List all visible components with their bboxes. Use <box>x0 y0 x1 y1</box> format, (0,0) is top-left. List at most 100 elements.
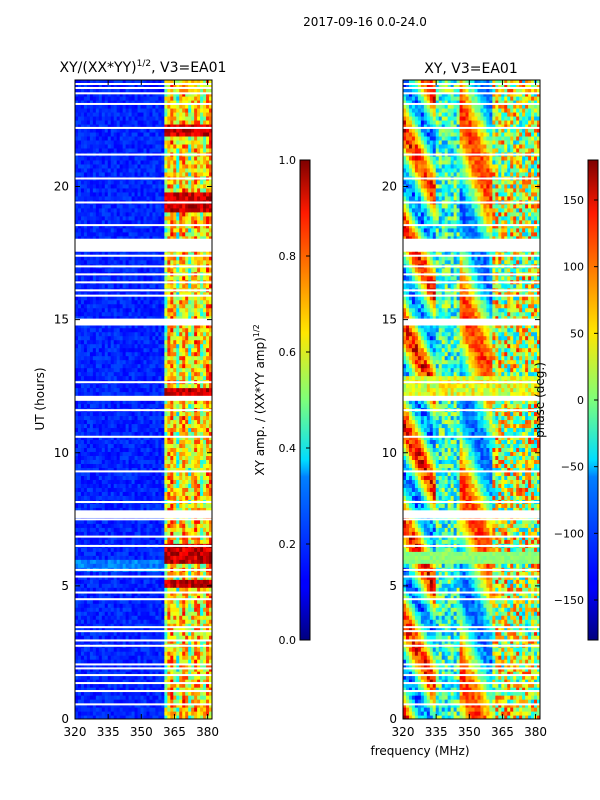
amp-cell <box>179 495 183 500</box>
amp-cell <box>203 631 207 636</box>
amp-cell <box>194 323 198 329</box>
amp-cell <box>200 303 204 309</box>
amp-cell <box>194 343 198 349</box>
amp-cell <box>113 627 118 632</box>
amp-cell <box>209 671 212 676</box>
amp-cell <box>134 327 139 333</box>
amp-cell <box>164 387 168 393</box>
amp-cell <box>146 343 151 349</box>
amp-cell <box>146 387 151 393</box>
amp-cell <box>143 339 148 345</box>
amp-cell <box>185 427 189 433</box>
amp-cell <box>185 327 189 333</box>
amp-cell <box>170 487 174 492</box>
amp-cell <box>146 651 151 656</box>
amp-cell <box>188 691 192 696</box>
amp-cell <box>173 339 177 345</box>
amp-cell <box>185 627 189 632</box>
amp-cell <box>140 503 145 508</box>
amp-cell <box>182 367 186 373</box>
amp-cell <box>152 391 157 397</box>
amp-cell <box>152 583 157 588</box>
amp-cell <box>83 647 88 652</box>
amp-cell <box>110 415 115 421</box>
amp-cell <box>104 599 109 604</box>
amp-cell <box>176 427 180 433</box>
amp-cell <box>122 363 127 369</box>
amp-cell <box>185 611 189 616</box>
amp-cell <box>206 627 210 632</box>
amp-cell <box>173 439 177 445</box>
amp-cell <box>173 691 177 696</box>
amp-cell <box>170 695 174 700</box>
amp-cell <box>101 291 106 297</box>
amp-cell <box>176 655 180 660</box>
amp-cell <box>170 707 174 712</box>
amp-cell <box>200 579 204 584</box>
amp-cell <box>101 631 106 636</box>
amp-cell <box>182 711 186 716</box>
amp-cell <box>75 599 79 604</box>
amp-cell <box>173 619 177 624</box>
amp-cell <box>101 495 106 500</box>
amp-cell <box>75 519 79 524</box>
amp-cell <box>113 459 118 464</box>
amp-cell <box>170 399 174 405</box>
amp-cell <box>134 563 139 568</box>
amp-cell <box>110 679 115 684</box>
amp-cell <box>80 363 85 369</box>
amp-cell <box>110 683 115 688</box>
amp-cell <box>80 427 85 433</box>
amp-cell <box>95 427 100 433</box>
amp-cell <box>191 383 195 389</box>
amp-cell <box>188 291 192 297</box>
amp-cell <box>89 695 94 700</box>
amp-cell <box>185 671 189 676</box>
amp-cell <box>188 551 192 556</box>
amp-cell <box>95 419 100 425</box>
amp-cell <box>182 459 186 464</box>
amp-cell <box>98 339 103 345</box>
amp-cell <box>200 307 204 313</box>
amp-cell <box>98 295 103 301</box>
amp-cell <box>185 587 189 592</box>
amp-cell <box>185 707 189 712</box>
amp-cell <box>143 359 148 365</box>
amp-cell <box>75 699 79 704</box>
amp-cell <box>110 371 115 377</box>
amp-cell <box>101 531 106 536</box>
amp-cell <box>203 687 207 692</box>
amp-cell <box>95 671 100 676</box>
amp-cell <box>182 615 186 620</box>
amp-cell <box>131 671 136 676</box>
amp-cell <box>176 711 180 716</box>
amp-cell <box>158 675 162 680</box>
amp-cell <box>110 631 115 636</box>
amp-cell <box>203 331 207 337</box>
amp-cell <box>200 547 204 552</box>
amp-cell <box>209 623 212 628</box>
amp-cell <box>194 519 198 524</box>
amp-cell <box>167 583 171 588</box>
amp-cell <box>206 599 210 604</box>
amp-cell <box>149 595 154 600</box>
amp-cell <box>95 471 100 476</box>
amp-cell <box>182 611 186 616</box>
amp-cell <box>170 475 174 480</box>
amp-cell <box>92 595 97 600</box>
amp-cell <box>194 679 198 684</box>
amp-cell <box>149 615 154 620</box>
amp-cell <box>203 391 207 397</box>
amp-cell <box>146 527 151 532</box>
amp-cell <box>137 315 142 321</box>
amp-cell <box>149 555 154 560</box>
amp-cell <box>80 487 85 492</box>
amp-cell <box>107 599 112 604</box>
amp-cell <box>95 331 100 337</box>
amp-cell <box>146 635 151 640</box>
amp-cell <box>113 295 118 301</box>
amp-cell <box>200 387 204 393</box>
amp-cell <box>128 363 133 369</box>
amp-cell <box>200 655 204 660</box>
amp-cell <box>182 387 186 393</box>
